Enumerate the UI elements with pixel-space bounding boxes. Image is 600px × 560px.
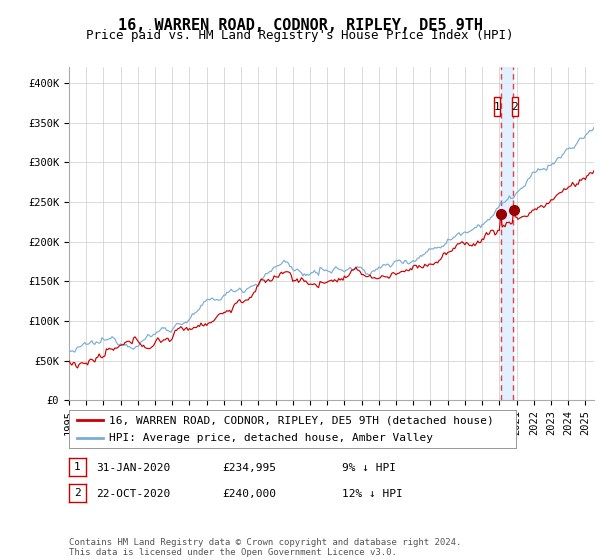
Text: Contains HM Land Registry data © Crown copyright and database right 2024.
This d: Contains HM Land Registry data © Crown c… — [69, 538, 461, 557]
Bar — [501, 67, 513, 400]
Text: 2: 2 — [512, 102, 518, 112]
Text: £240,000: £240,000 — [222, 489, 276, 500]
Text: 22-OCT-2020: 22-OCT-2020 — [96, 489, 170, 500]
Text: 1: 1 — [493, 102, 500, 112]
Text: 16, WARREN ROAD, CODNOR, RIPLEY, DE5 9TH (detached house): 16, WARREN ROAD, CODNOR, RIPLEY, DE5 9TH… — [109, 415, 494, 425]
Text: 12% ↓ HPI: 12% ↓ HPI — [342, 489, 403, 500]
Text: 2: 2 — [74, 488, 81, 498]
Bar — [512, 97, 518, 116]
Text: Price paid vs. HM Land Registry's House Price Index (HPI): Price paid vs. HM Land Registry's House … — [86, 29, 514, 42]
Text: £234,995: £234,995 — [222, 463, 276, 473]
Text: HPI: Average price, detached house, Amber Valley: HPI: Average price, detached house, Ambe… — [109, 433, 433, 443]
Text: 1: 1 — [74, 462, 81, 472]
Text: 16, WARREN ROAD, CODNOR, RIPLEY, DE5 9TH: 16, WARREN ROAD, CODNOR, RIPLEY, DE5 9TH — [118, 18, 482, 33]
Text: 9% ↓ HPI: 9% ↓ HPI — [342, 463, 396, 473]
Bar — [494, 97, 500, 116]
Text: 31-JAN-2020: 31-JAN-2020 — [96, 463, 170, 473]
